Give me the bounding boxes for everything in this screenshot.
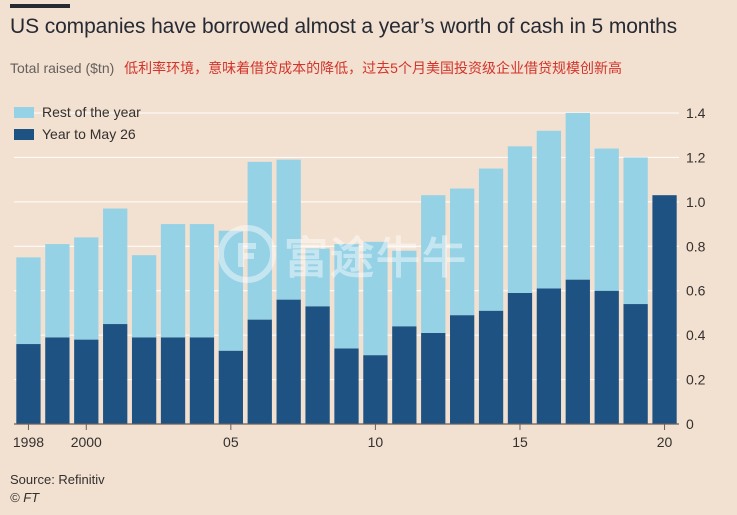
bar-year-to-may-2015 <box>507 292 533 424</box>
y-tick-label: 1.4 <box>686 105 706 121</box>
legend-label-year-to-may: Year to May 26 <box>42 126 136 142</box>
bar-year-to-may-2001 <box>103 324 128 424</box>
y-tick-label: 0.6 <box>686 283 706 299</box>
bar-rest-of-year-2007 <box>276 159 301 300</box>
chart-subtitle: Total raised ($tn) 低利率环境，意味着借贷成本的降低，过去5个… <box>10 58 622 78</box>
bar-rest-of-year-2013 <box>450 188 475 316</box>
bar-year-to-may-2018 <box>594 290 619 424</box>
bar-rest-of-year-2015 <box>507 146 533 293</box>
bar-rest-of-year-2011 <box>392 250 417 327</box>
bar-rest-of-year-2004 <box>189 224 215 338</box>
bar-year-to-may-2009 <box>334 348 359 424</box>
y-tick-label: 0.8 <box>686 238 706 254</box>
legend-item-rest-of-year: Rest of the year <box>14 101 141 123</box>
bar-year-to-may-2017 <box>565 279 590 424</box>
bar-year-to-may-2004 <box>189 337 215 424</box>
bar-year-to-may-2002 <box>131 337 157 424</box>
x-tick-label: 20 <box>657 434 673 450</box>
watermark-text: 富途牛牛 <box>284 234 468 283</box>
bar-year-to-may-2000 <box>74 339 99 424</box>
bar-rest-of-year-2010 <box>363 241 388 356</box>
bar-year-to-may-2020 <box>652 195 677 424</box>
bar-rest-of-year-2005 <box>218 230 243 351</box>
bar-year-to-may-2007 <box>276 299 301 424</box>
y-axis-unit-label: Total raised ($tn) <box>10 60 115 76</box>
bar-rest-of-year-2019 <box>623 157 648 305</box>
bar-rest-of-year-2012 <box>421 195 446 333</box>
x-tick-label: 2000 <box>71 434 102 450</box>
watermark: 富途牛牛 <box>218 222 468 286</box>
chart-legend: Rest of the year Year to May 26 <box>14 101 141 145</box>
x-tick-label: 1998 <box>13 434 44 450</box>
bar-rest-of-year-2002 <box>131 255 157 338</box>
bar-year-to-may-2016 <box>536 288 562 424</box>
x-tick-label: 10 <box>368 434 384 450</box>
bar-year-to-may-1998 <box>16 344 41 424</box>
legend-label-rest-of-year: Rest of the year <box>42 104 141 120</box>
bar-rest-of-year-2017 <box>565 113 590 280</box>
bar-rest-of-year-2009 <box>334 244 359 349</box>
x-tick-label: 15 <box>512 434 528 450</box>
bar-year-to-may-2010 <box>363 355 388 424</box>
y-tick-label: 0 <box>686 416 694 432</box>
bar-rest-of-year-1998 <box>16 257 41 345</box>
bar-rest-of-year-2001 <box>103 208 128 325</box>
y-tick-label: 0.2 <box>686 372 706 388</box>
source-note: Source: Refinitiv <box>10 472 105 487</box>
bar-rest-of-year-2008 <box>305 248 330 307</box>
chinese-annotation: 低利率环境，意味着借贷成本的降低，过去5个月美国投资级企业借贷规模创新高 <box>124 60 622 76</box>
y-tick-label: 0.4 <box>686 327 706 343</box>
bar-rest-of-year-2018 <box>594 148 619 291</box>
bar-year-to-may-2008 <box>305 306 330 424</box>
bar-year-to-may-2014 <box>478 310 504 424</box>
header-accent-bar <box>10 4 70 8</box>
y-tick-label: 1.0 <box>686 194 706 210</box>
bar-year-to-may-1999 <box>45 337 70 424</box>
bar-year-to-may-2006 <box>247 319 272 424</box>
bar-year-to-may-2011 <box>392 326 417 424</box>
bar-year-to-may-2003 <box>160 337 186 424</box>
bar-year-to-may-2005 <box>218 350 243 424</box>
futu-logo-icon <box>218 225 276 283</box>
bar-rest-of-year-2014 <box>478 168 504 311</box>
bar-year-to-may-2013 <box>450 315 475 424</box>
copyright-note: © FT <box>10 490 40 505</box>
bar-rest-of-year-2006 <box>247 161 272 320</box>
bar-rest-of-year-2000 <box>74 237 99 340</box>
x-tick-label: 05 <box>223 434 239 450</box>
chart-title: US companies have borrowed almost a year… <box>10 15 678 38</box>
bar-rest-of-year-2016 <box>536 130 562 289</box>
bar-rest-of-year-2003 <box>160 224 186 338</box>
bar-rest-of-year-1999 <box>45 244 70 338</box>
bar-year-to-may-2019 <box>623 304 648 424</box>
legend-item-year-to-may: Year to May 26 <box>14 123 141 145</box>
legend-swatch-rest-of-year <box>14 106 34 118</box>
bar-year-to-may-2012 <box>421 332 446 424</box>
y-tick-label: 1.2 <box>686 149 706 165</box>
legend-swatch-year-to-may <box>14 128 34 140</box>
